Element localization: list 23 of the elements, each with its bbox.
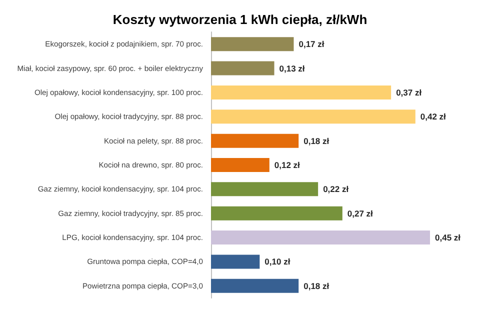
data-label: 0,37 zł	[396, 87, 422, 98]
bar	[211, 158, 270, 172]
bar	[211, 37, 294, 52]
data-label: 0,17 zł	[298, 39, 325, 50]
chart-title: Koszty wytworzenia 1 kWh ciepła, zł/kWh	[112, 12, 368, 27]
bar	[211, 278, 299, 293]
bar	[211, 85, 392, 100]
data-label: 0,12 zł	[274, 160, 301, 170]
data-label: 0,18 zł	[304, 136, 330, 146]
data-label: 0,18 zł	[304, 280, 330, 291]
bar	[211, 134, 299, 148]
bar	[211, 61, 274, 76]
bar	[211, 230, 430, 245]
bar	[211, 182, 318, 196]
data-label: 0,13 zł	[279, 63, 306, 74]
bar	[211, 110, 416, 124]
bar	[211, 254, 260, 269]
data-label: 0,45 zł	[435, 232, 462, 243]
data-label: 0,27 zł	[347, 208, 374, 218]
data-label: 0,42 zł	[420, 112, 447, 122]
bar	[211, 206, 342, 220]
data-label: 0,22 zł	[323, 184, 350, 194]
data-label: 0,10 zł	[264, 256, 291, 267]
